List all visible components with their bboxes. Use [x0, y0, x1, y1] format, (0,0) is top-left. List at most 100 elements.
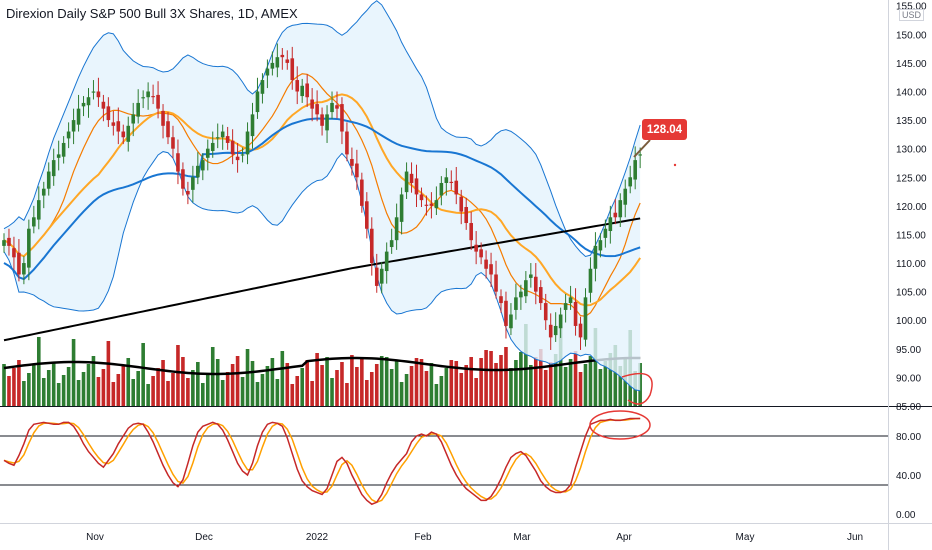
candle-body [558, 314, 563, 329]
volume-bar [196, 362, 200, 406]
candle-body [360, 179, 364, 206]
volume-bar [166, 381, 170, 406]
volume-bar [464, 365, 469, 406]
volume-bar [454, 361, 459, 406]
volume-bar [290, 384, 295, 406]
candle-body [583, 297, 588, 340]
candle-body [205, 148, 210, 158]
price-tick-label: 120.00 [896, 202, 927, 213]
candle-body [459, 196, 464, 212]
volume-bar [558, 326, 563, 406]
candle-body [215, 137, 220, 139]
volume-bar [345, 383, 349, 406]
volume-bar [76, 380, 81, 406]
volume-bar [12, 368, 16, 406]
volume-bar [245, 349, 250, 406]
currency-label[interactable]: USD [899, 9, 925, 21]
volume-bar [499, 355, 503, 406]
volume-bar [161, 360, 165, 406]
candle-body [623, 188, 628, 205]
time-tick-label: Jun [847, 532, 863, 543]
volume-bar [459, 373, 464, 406]
price-tick-label: 125.00 [896, 173, 927, 184]
price-pointer-line [633, 139, 651, 158]
volume-bar [22, 381, 26, 406]
volume-bar [394, 361, 399, 406]
candle-body [270, 62, 275, 69]
volume-bar [32, 365, 36, 406]
candle-body [141, 97, 145, 99]
candle-body [529, 274, 533, 278]
volume-bar [181, 357, 185, 406]
volume-bar [608, 353, 613, 406]
volume-bar [424, 371, 429, 406]
candle-body [603, 228, 608, 238]
last-price-badge: 128.04 [642, 119, 687, 140]
volume-bar [265, 366, 270, 406]
stoch-k-line [3, 417, 641, 506]
candle-body [538, 287, 543, 304]
candle-body [424, 204, 429, 206]
volume-bar [409, 366, 414, 406]
candle-body [260, 80, 265, 94]
candle-body [250, 114, 255, 137]
volume-bar [419, 359, 424, 406]
candle-body [399, 194, 404, 222]
candle-body [210, 142, 215, 151]
volume-bar [2, 364, 6, 406]
candle-body [146, 91, 150, 98]
candle-body [51, 160, 56, 177]
volume-bar [429, 363, 434, 406]
marker-dot [673, 163, 677, 167]
candle-body [151, 96, 155, 98]
candlesticks [2, 43, 642, 350]
volume-bar [449, 360, 454, 406]
candle-body [22, 263, 26, 275]
volume-bar [553, 354, 558, 406]
volume-bar [369, 372, 374, 406]
candle-body [484, 259, 488, 269]
volume-bar [255, 382, 260, 406]
price-tick-label: 155.00 [896, 2, 927, 13]
candle-body [121, 131, 126, 138]
volume-bar [414, 358, 419, 406]
volume-bar [399, 382, 404, 406]
chart-title: Direxion Daily S&P 500 Bull 3X Shares, 1… [6, 6, 298, 21]
volume-bar [131, 379, 136, 406]
candle-body [201, 160, 205, 171]
volume-bar [439, 376, 444, 406]
candle-body [499, 296, 503, 304]
volume-bar [479, 358, 483, 406]
volume-bar [598, 369, 603, 406]
candle-body [275, 57, 280, 68]
volume-bar [310, 381, 314, 406]
volume-bar [295, 376, 300, 406]
volume-ma-line [3, 356, 641, 376]
candle-body [588, 268, 593, 293]
price-tick-label: 130.00 [896, 145, 927, 156]
candle-body [265, 68, 270, 76]
volume-bar [141, 343, 145, 406]
candle-body [389, 240, 394, 248]
volume-bar [101, 369, 106, 406]
candle-body [335, 105, 339, 109]
candle-body [479, 249, 483, 258]
volume-bar [355, 367, 359, 406]
candle-body [2, 240, 6, 246]
volume-bar [270, 358, 275, 406]
volume-bar [186, 378, 190, 406]
volume-bar [305, 360, 309, 406]
volume-bar [335, 370, 339, 406]
volume-bar [474, 378, 478, 406]
candle-body [553, 325, 558, 336]
volume-bar [61, 375, 66, 406]
price-tick-label: 145.00 [896, 59, 927, 70]
volume-bar [484, 350, 488, 406]
candle-body [638, 154, 642, 156]
volume-bar [146, 384, 150, 406]
price-tick-label: 110.00 [896, 259, 926, 270]
volume-bar [618, 366, 623, 406]
volume-bar [529, 365, 533, 406]
annotations [589, 139, 677, 440]
